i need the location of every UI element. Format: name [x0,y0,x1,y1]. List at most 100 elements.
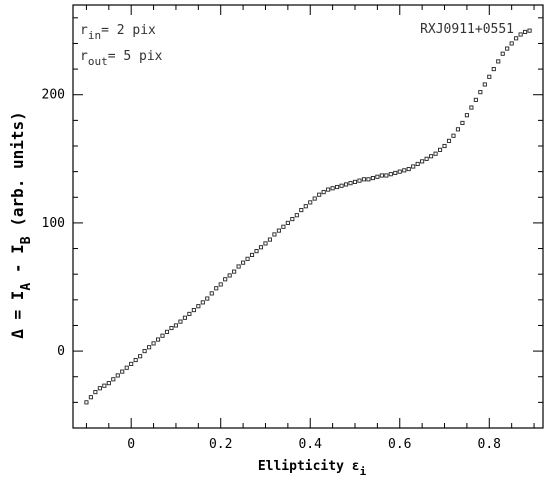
data-point [263,241,268,246]
x-tick-label: 0.6 [388,437,411,452]
data-point [523,29,528,34]
data-point [464,113,469,118]
data-point [151,341,156,346]
r-out-annotation: rout= 5 pix [80,49,163,68]
data-point [281,224,286,229]
data-point [272,232,277,237]
data-point [478,90,483,95]
data-point [196,304,201,309]
data-point [518,32,523,37]
data-point [164,329,170,334]
data-point [294,213,299,218]
data-point [285,220,290,225]
data-point [455,127,461,132]
data-point [335,184,340,190]
data-point [460,120,465,125]
data-point [267,237,273,242]
y-tick-label: 100 [42,216,65,231]
data-point [330,186,335,191]
data-point [308,200,313,205]
data-point [482,82,487,87]
data-point [451,133,456,138]
data-point [370,175,375,181]
data-point [129,361,134,366]
y-tick-label: 200 [42,88,65,103]
data-point [429,154,434,159]
r-out-value: = 5 pix [108,49,163,64]
data-point [312,196,317,201]
data-point [321,190,326,195]
data-point [102,383,107,388]
data-point [437,147,443,152]
data-point [254,249,259,254]
tick-labels: 0 0.2 0.4 0.6 0.8 0 100 200 [42,88,502,452]
r-in-annotation: rin= 2 pix [80,23,156,42]
x-tick-label: 0.8 [478,437,501,452]
y-axis-title: Δ = IA - IB (arb. units) [8,111,34,339]
y-tick-label: 0 [57,344,65,359]
data-point [469,105,474,110]
data-point [415,161,420,166]
data-point [245,256,250,261]
data-point [303,204,308,209]
data-point [120,369,125,374]
data-point [147,345,152,350]
data-point [276,228,281,233]
data-point [424,156,429,161]
data-point [366,177,371,182]
y-axis-title-part3: (arb. units) [8,111,27,236]
y-axis-title-sub-a: A [19,283,34,291]
x-tick-label: 0.2 [209,437,232,452]
data-point [178,319,183,324]
data-point [84,400,89,405]
data-point [106,381,111,386]
data-point [420,159,425,164]
data-point [258,245,264,250]
data-point [111,377,116,382]
data-point [514,36,519,41]
data-point [496,59,501,64]
x-axis-title-main: Ellipticity ε [258,459,360,474]
tick-marks [73,5,543,429]
r-in-subscript: in [88,29,101,42]
x-axis-title: Ellipticity εi [258,459,367,478]
data-point [348,181,353,186]
data-point [160,333,165,338]
data-point [138,354,143,359]
data-point [388,172,393,177]
data-point [187,311,192,316]
data-point [88,395,93,400]
data-point [317,192,322,197]
data-point [357,178,362,183]
data-point [93,390,98,395]
data-point [393,170,398,175]
data-point [487,74,492,79]
data-point [124,365,129,370]
data-point [491,67,496,72]
data-point [218,282,223,287]
data-point [133,358,138,363]
data-point [290,217,295,222]
data-point [375,174,380,179]
data-point [505,46,510,51]
data-point [500,51,505,56]
data-point [214,286,219,291]
data-point [173,323,179,328]
data-point [402,168,407,173]
data-point [182,315,187,320]
plot-frame [72,4,544,429]
data-point [232,269,237,274]
data-point [406,167,411,172]
data-point [205,296,210,301]
x-axis-title-subscript: i [360,465,367,478]
data-point [97,386,102,391]
data-point [155,337,161,342]
data-point [115,373,120,378]
data-point [223,277,228,282]
data-point [169,325,174,331]
data-point [352,179,358,184]
data-point [299,208,304,213]
data-point [433,151,438,156]
data-point [326,187,331,192]
